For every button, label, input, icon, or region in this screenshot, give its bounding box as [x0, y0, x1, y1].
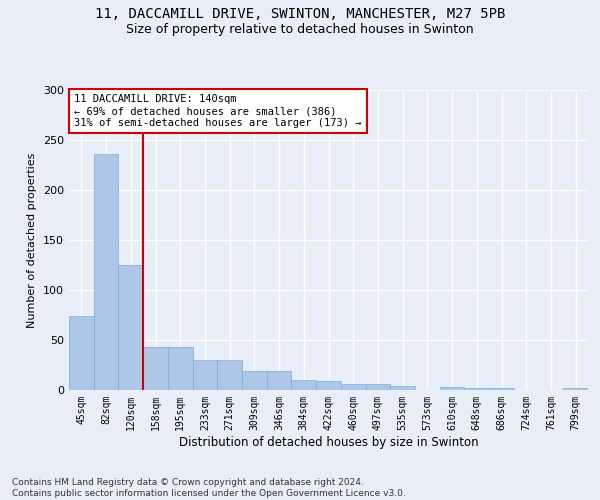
Text: Size of property relative to detached houses in Swinton: Size of property relative to detached ho… — [126, 22, 474, 36]
Bar — [440, 387, 464, 390]
Bar — [563, 388, 588, 390]
Y-axis label: Number of detached properties: Number of detached properties — [28, 152, 37, 328]
Text: 11, DACCAMILL DRIVE, SWINTON, MANCHESTER, M27 5PB: 11, DACCAMILL DRIVE, SWINTON, MANCHESTER… — [95, 8, 505, 22]
Bar — [69, 316, 94, 390]
Bar — [365, 384, 390, 390]
Bar — [489, 388, 514, 390]
Bar — [168, 347, 193, 390]
Text: 11 DACCAMILL DRIVE: 140sqm
← 69% of detached houses are smaller (386)
31% of sem: 11 DACCAMILL DRIVE: 140sqm ← 69% of deta… — [74, 94, 362, 128]
Bar — [292, 380, 316, 390]
Bar — [316, 381, 341, 390]
Bar — [217, 360, 242, 390]
Bar — [267, 371, 292, 390]
Bar — [94, 154, 118, 390]
Bar — [341, 384, 365, 390]
Bar — [390, 386, 415, 390]
Bar — [464, 388, 489, 390]
Bar — [118, 265, 143, 390]
Bar — [242, 371, 267, 390]
X-axis label: Distribution of detached houses by size in Swinton: Distribution of detached houses by size … — [179, 436, 478, 448]
Bar — [143, 347, 168, 390]
Bar — [193, 360, 217, 390]
Text: Contains HM Land Registry data © Crown copyright and database right 2024.
Contai: Contains HM Land Registry data © Crown c… — [12, 478, 406, 498]
